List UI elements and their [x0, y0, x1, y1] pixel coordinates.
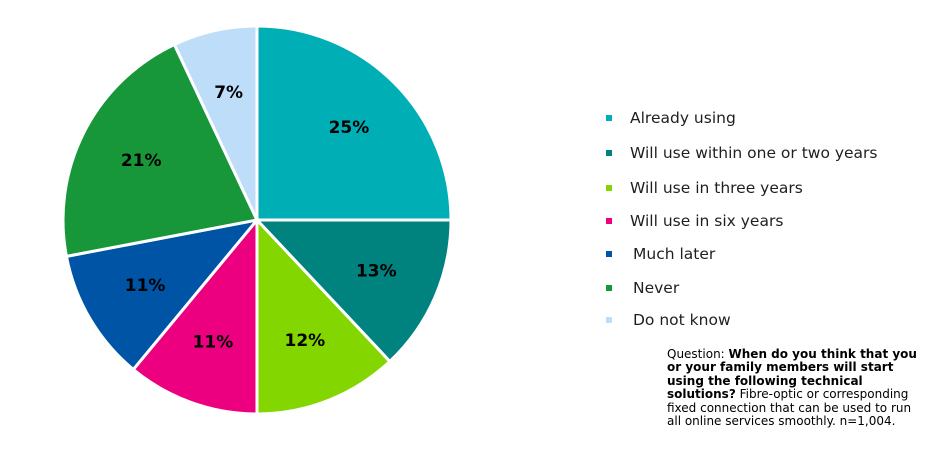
- legend-label: Will use within one or two years: [630, 144, 878, 162]
- pie-slice-already-using: [255, 24, 453, 222]
- legend-label: Never: [633, 279, 680, 297]
- pie-slices: [61, 24, 453, 416]
- pie-value-label-will-use-within-one-or-two-years: 13%: [356, 262, 397, 282]
- legend-label: Will use in three years: [630, 179, 803, 197]
- pie-value-label-never: 21%: [121, 151, 162, 171]
- pie-slice-will-use-in-six-years: [131, 218, 259, 416]
- pie-value-label-already-using: 25%: [329, 118, 370, 138]
- legend-swatch: [606, 285, 612, 291]
- question-prefix: Question:: [667, 347, 729, 361]
- legend-label: Will use in six years: [630, 212, 784, 230]
- pie-value-label-will-use-in-three-years: 12%: [285, 331, 326, 351]
- question-note: Question: When do you think that you or …: [667, 347, 917, 429]
- pie-value-labels: 25% 13% 12% 11% 11% 21% 7%: [121, 83, 397, 352]
- question-detail: Fibre-optic or corresponding fixed conne…: [667, 387, 912, 429]
- question-text: When do you think that you or your famil…: [667, 347, 917, 402]
- pie-value-label-will-use-in-six-years: 11%: [193, 332, 234, 352]
- legend-swatch: [606, 218, 612, 224]
- legend-label: Much later: [633, 245, 716, 263]
- legend-swatch: [606, 317, 612, 323]
- legend-swatch: [606, 251, 612, 257]
- pie-slice-much-later: [64, 218, 259, 371]
- legend-label: Already using: [630, 109, 736, 127]
- pie-slice-will-use-in-three-years: [255, 218, 392, 416]
- legend-swatch: [606, 115, 612, 121]
- pie-value-label-do-not-know: 7%: [214, 83, 243, 103]
- pie-slice-never: [61, 42, 259, 258]
- legend-label: Do not know: [633, 311, 731, 329]
- legend-swatch: [606, 150, 612, 156]
- pie-slice-will-use-within-one-or-two-years: [255, 218, 453, 363]
- pie-value-label-much-later: 11%: [125, 276, 166, 296]
- legend-swatch: [606, 185, 612, 191]
- pie-slice-do-not-know: [172, 24, 259, 222]
